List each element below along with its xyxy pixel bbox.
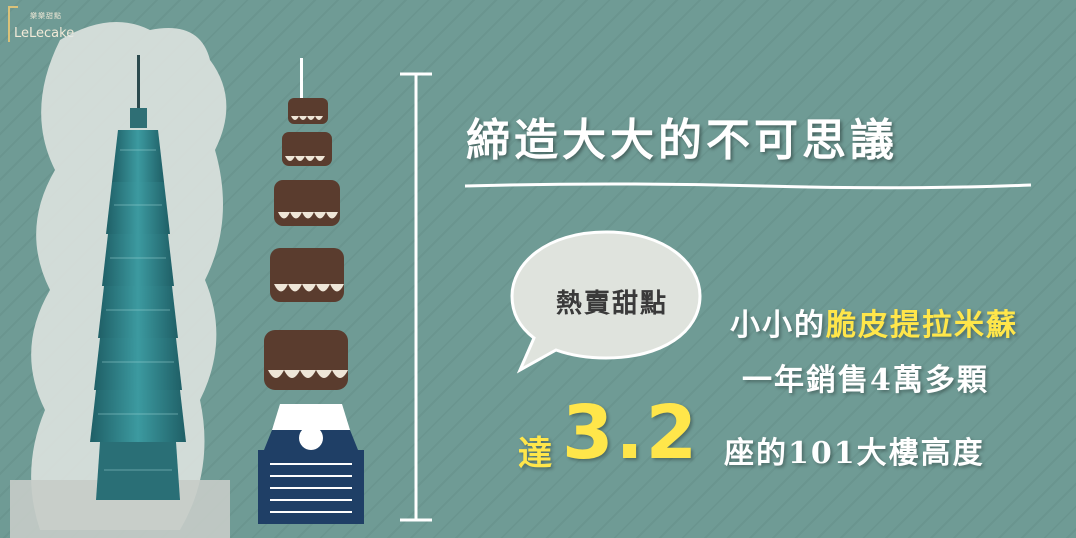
cake-icon xyxy=(282,132,332,166)
speech-bubble xyxy=(510,230,702,374)
tower-spire xyxy=(137,55,140,110)
tower-segment xyxy=(106,182,170,234)
tower-segment xyxy=(102,234,174,286)
brand-logo: 樂樂甜點 LeLecake xyxy=(8,6,80,46)
line-product-name: 脆皮提拉米蘇 xyxy=(826,308,1018,343)
cake-icon xyxy=(274,180,340,226)
logo-small-label: 樂樂甜點 xyxy=(30,12,62,20)
tower-top xyxy=(130,108,147,128)
bubble-label: 熱賣甜點 xyxy=(555,289,668,319)
pedestal-stripes xyxy=(270,463,352,513)
tower-segment xyxy=(94,338,182,390)
logo-name: LeLecake xyxy=(14,26,75,41)
tower-segment xyxy=(90,390,186,442)
pedestal-top xyxy=(272,404,350,430)
tower-window-lines xyxy=(98,149,178,471)
headline: 締造大大的不可思議 xyxy=(466,115,898,166)
tower-base xyxy=(96,442,180,500)
cake-icon xyxy=(264,330,348,390)
headline-underline xyxy=(464,182,1032,190)
taipei-101-illustration xyxy=(10,22,230,538)
cake-stack-spire xyxy=(300,58,303,98)
line-height-suffix: 座的101大樓高度 xyxy=(724,436,985,471)
tower-segment xyxy=(112,130,164,182)
logo-frame-icon xyxy=(8,6,18,42)
pedestal-emblem xyxy=(299,426,323,450)
line-sales: 一年銷售4萬多顆 xyxy=(742,363,989,398)
line-product-prefix: 小小的 xyxy=(730,308,826,343)
cake-stack-illustration xyxy=(258,58,364,524)
height-bracket xyxy=(400,72,432,522)
line-product: 小小的脆皮提拉米蘇 xyxy=(730,300,1050,344)
line-height-prefix: 達 xyxy=(518,434,552,474)
cake-icon xyxy=(288,98,328,124)
tower-segment xyxy=(98,286,178,338)
cake-icon xyxy=(270,248,344,302)
line-height-number: 3.2 xyxy=(562,390,700,476)
